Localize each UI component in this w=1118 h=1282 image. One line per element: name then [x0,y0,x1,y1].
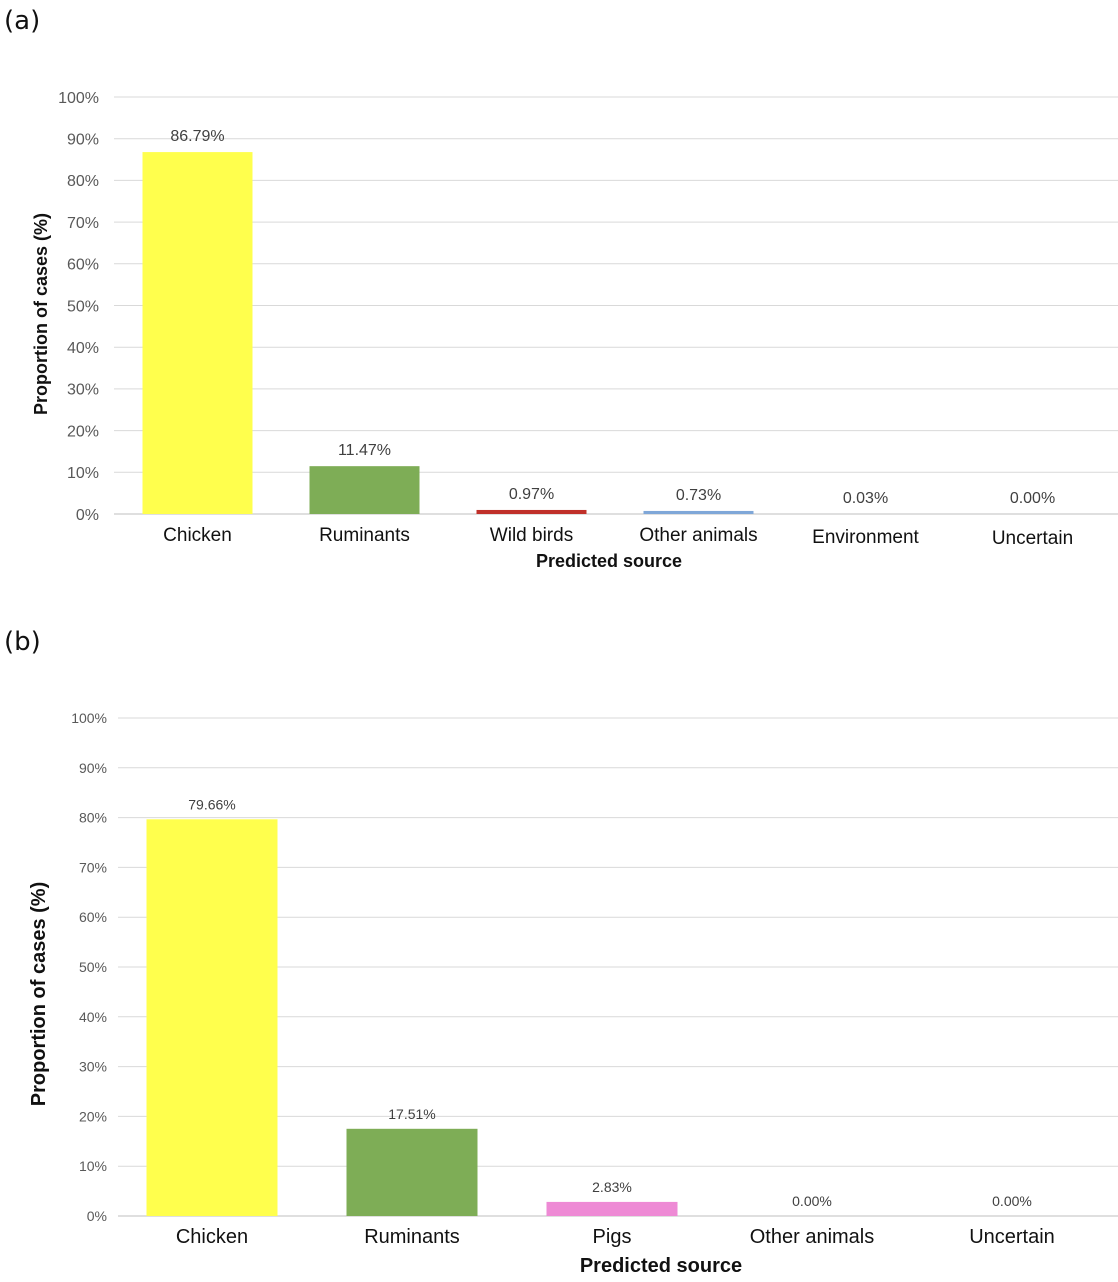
x-category-label: Uncertain [992,528,1073,549]
x-category-label: Environment [812,527,919,548]
x-category-label: Ruminants [319,525,410,546]
data-label: 0.00% [1010,490,1055,507]
x-category-label: Wild birds [490,525,573,546]
x-axis-title: Predicted source [536,551,682,571]
y-tick-label: 20% [67,423,99,440]
y-tick-label: 70% [67,215,99,232]
y-tick-label: 0% [76,507,99,524]
y-tick-label: 60% [67,257,99,274]
y-tick-label: 80% [67,173,99,190]
data-label: 0.97% [509,486,554,503]
data-label: 0.03% [843,490,888,507]
panel-label-b: (b) [4,627,41,657]
bar-other-animals [643,510,754,514]
panel-label-a: (a) [4,6,41,36]
y-tick-label: 30% [67,382,99,399]
data-label: 0.73% [676,487,721,504]
y-tick-label: 100% [58,90,99,107]
y-tick-label: 40% [67,340,99,357]
data-label: 86.79% [170,128,224,145]
y-axis-title: Proportion of cases (%) [31,213,51,415]
y-tick-label: 90% [67,131,99,148]
y-tick-label: 10% [67,465,99,482]
x-category-label: Chicken [163,525,232,546]
bar-ruminants [309,466,420,514]
y-tick-label: 50% [67,298,99,315]
x-category-label: Other animals [639,525,757,546]
data-label: 11.47% [338,442,391,459]
bar-wild-birds [476,509,587,514]
bar-chicken [142,152,253,514]
